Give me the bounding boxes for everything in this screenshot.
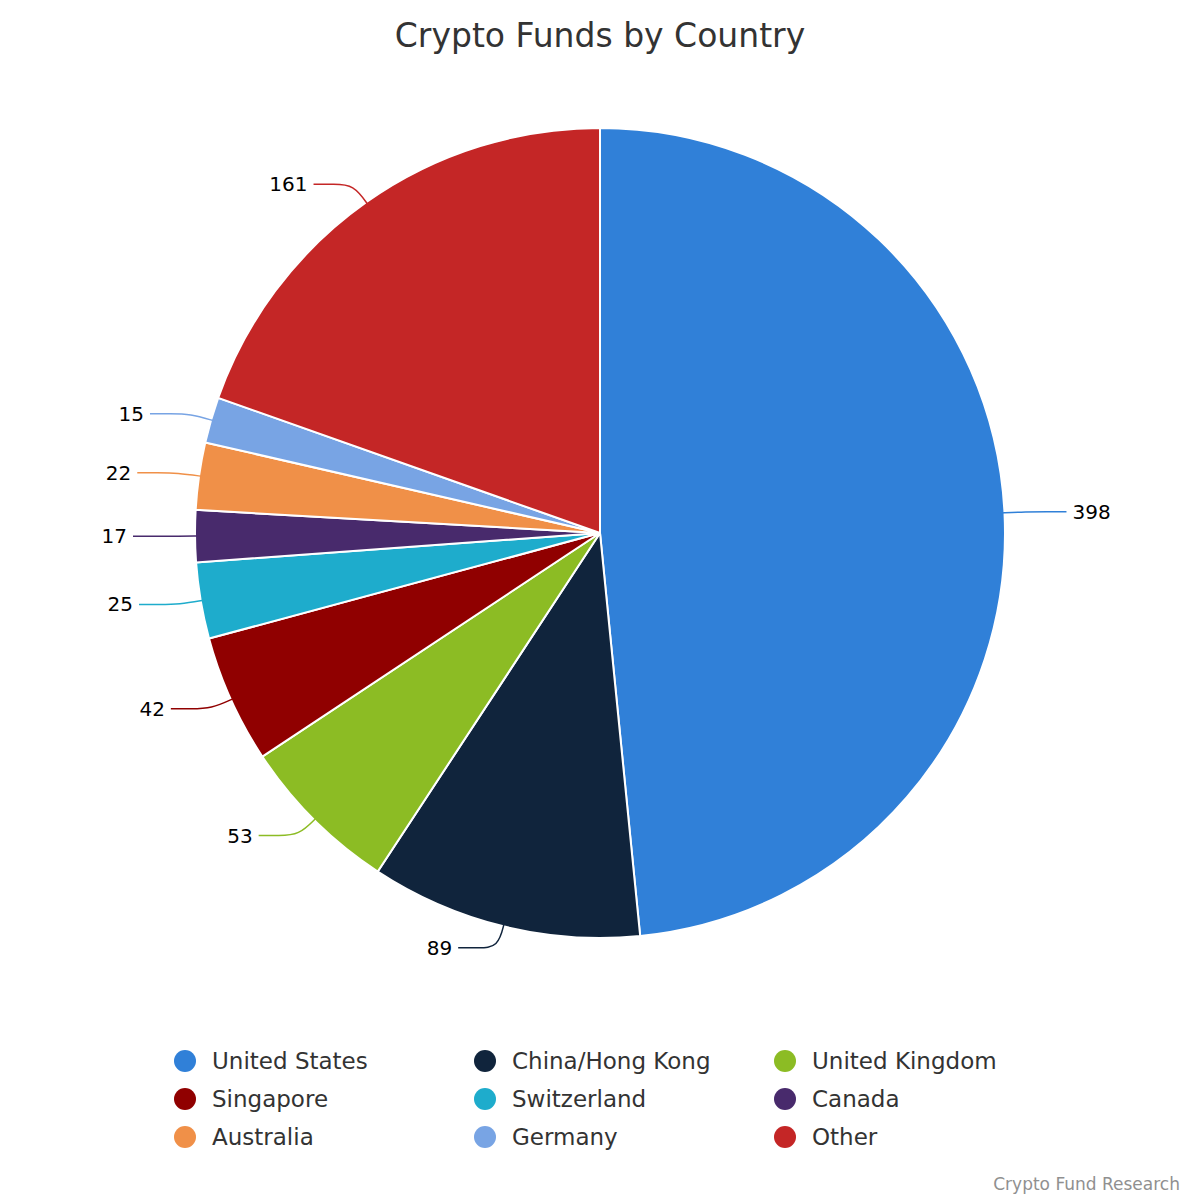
source: Crypto Fund Research	[993, 1174, 1180, 1194]
label-connector	[137, 473, 203, 477]
legend-swatch	[474, 1050, 496, 1072]
pie-slice	[218, 128, 600, 533]
legend-swatch	[474, 1088, 496, 1110]
legend-label: Singapore	[212, 1086, 328, 1112]
legend-label: Canada	[812, 1086, 900, 1112]
legend-swatch	[774, 1126, 796, 1148]
legend-label: United States	[212, 1048, 368, 1074]
data-label: 89	[427, 936, 452, 960]
pie	[195, 128, 1005, 938]
legend-label: China/Hong Kong	[512, 1048, 711, 1074]
data-label: 53	[227, 824, 252, 848]
label-connector	[150, 414, 215, 421]
data-label: 42	[139, 697, 164, 721]
legend-swatch	[174, 1088, 196, 1110]
chart: Crypto Funds by Country 398 89 53 42 25 17 22 15…	[0, 0, 1200, 1200]
legend-swatch	[174, 1050, 196, 1072]
label-connector	[139, 600, 205, 604]
legend-swatch	[174, 1126, 196, 1148]
legend-label: Australia	[212, 1124, 314, 1150]
label-connector	[1001, 512, 1067, 513]
legend: United States China/Hong Kong United Kingd…	[174, 1048, 997, 1150]
pie-slice	[600, 128, 1005, 936]
data-label: 15	[119, 402, 144, 426]
label-connector	[458, 922, 504, 947]
label-connector	[171, 698, 235, 709]
legend-swatch	[774, 1088, 796, 1110]
title: Crypto Funds by Country	[395, 16, 805, 55]
background	[0, 0, 1200, 1200]
label-connector	[314, 184, 369, 205]
data-label: 17	[102, 524, 127, 548]
data-label: 161	[269, 172, 307, 196]
legend-swatch	[474, 1126, 496, 1148]
label-connector	[133, 535, 199, 537]
data-labels: 398 89 53 42 25 17 22 15 161	[102, 172, 1111, 959]
legend-label: Germany	[512, 1124, 618, 1150]
legend-swatch	[774, 1050, 796, 1072]
label-connector	[259, 817, 317, 835]
legend-label: Other	[812, 1124, 878, 1150]
data-label: 398	[1072, 500, 1110, 524]
data-label: 25	[108, 592, 133, 616]
data-label: 22	[106, 461, 131, 485]
legend-label: Switzerland	[512, 1086, 646, 1112]
legend-label: United Kingdom	[812, 1048, 997, 1074]
